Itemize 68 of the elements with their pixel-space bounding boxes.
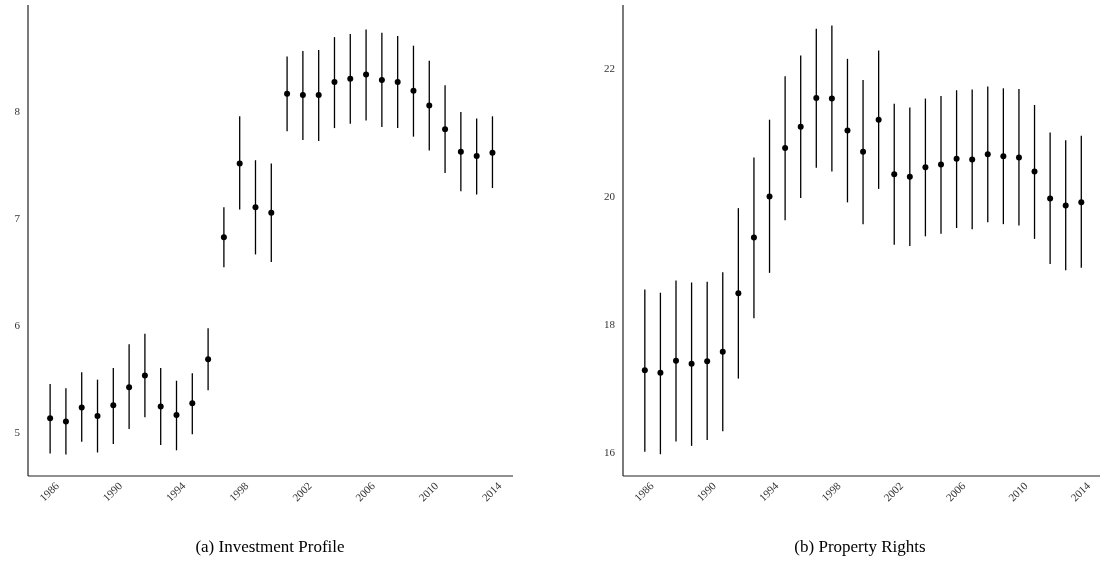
point [94, 413, 101, 420]
point [1047, 195, 1054, 202]
y-tick-label: 22 [604, 61, 615, 74]
point [284, 90, 291, 97]
point [47, 415, 54, 422]
point [719, 348, 726, 355]
point [78, 404, 85, 411]
point [236, 160, 243, 167]
point [62, 418, 69, 425]
point [953, 155, 960, 162]
point [157, 403, 164, 410]
point [906, 173, 913, 180]
point [378, 76, 385, 83]
point [657, 369, 664, 376]
point [984, 151, 991, 158]
point [347, 75, 354, 82]
point [813, 94, 820, 101]
point [704, 358, 711, 365]
y-tick-label: 18 [604, 317, 616, 330]
point [110, 402, 117, 409]
point [473, 152, 480, 159]
y-tick-label: 7 [14, 211, 21, 224]
point [673, 357, 679, 364]
text: (a) Investment Profile [195, 537, 345, 556]
point [938, 161, 944, 168]
point [189, 400, 196, 407]
point [875, 116, 882, 123]
y-tick-label: 16 [604, 446, 616, 459]
point [969, 156, 976, 163]
point [205, 356, 212, 363]
point [782, 144, 789, 151]
point [442, 126, 449, 133]
point [363, 71, 370, 78]
point [1078, 199, 1085, 206]
point [735, 290, 742, 297]
point [331, 79, 338, 86]
point [489, 149, 496, 156]
point [922, 164, 929, 171]
point [844, 127, 851, 134]
point [797, 123, 804, 130]
point [141, 372, 148, 379]
point [299, 91, 306, 98]
point [268, 209, 275, 216]
point [173, 411, 180, 418]
point [457, 148, 464, 155]
y-tick-label: 5 [14, 425, 21, 438]
point [1015, 154, 1022, 161]
point [126, 384, 133, 391]
point [252, 204, 259, 211]
y-tick-label: 20 [604, 189, 616, 202]
point [220, 234, 227, 241]
point [891, 171, 898, 178]
point [1000, 153, 1007, 160]
point [1031, 168, 1038, 175]
point [394, 79, 401, 86]
point [688, 360, 695, 367]
y-tick-label: 6 [14, 318, 21, 331]
point [315, 91, 322, 98]
point [1062, 202, 1069, 209]
point [766, 193, 773, 200]
point [750, 234, 757, 241]
text: (b) Property Rights [794, 537, 926, 556]
point [410, 87, 417, 94]
point [426, 102, 433, 109]
y-tick-label: 8 [14, 104, 21, 117]
point [641, 367, 648, 374]
point [860, 148, 867, 155]
point [828, 95, 835, 102]
